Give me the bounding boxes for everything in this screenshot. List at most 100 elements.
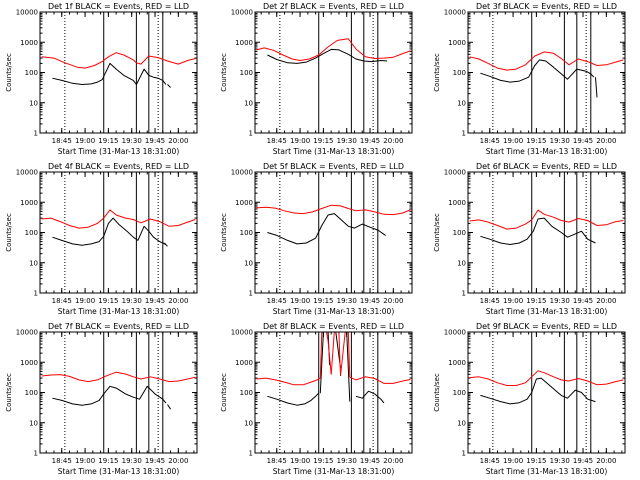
x-tick-label: 18:45 (52, 297, 72, 305)
panel-4: Det 4f BLACK = Events, RED = LLD Counts/s… (5, 162, 198, 316)
series-lld (41, 52, 196, 69)
y-tick-label: 100 (240, 69, 253, 77)
x-tick-label: 19:15 (98, 457, 118, 465)
x-tick-label: 19:45 (145, 137, 165, 145)
series-events (267, 331, 385, 406)
series-line-events (52, 62, 167, 85)
y-tick-label: 10 (29, 259, 38, 267)
x-axis-ticks: 18:45 19:00 19:15 19:30 19:45 20:00 (45, 172, 195, 305)
y-tick-label: 10 (457, 419, 466, 427)
x-axis-label: Start Time (31-Mar-13 18:31:00) (58, 467, 180, 476)
x-axis-ticks: 18:45 19:00 19:15 19:30 19:45 20:00 (260, 332, 410, 465)
y-axis-ticks: 1 10 100 1000 10000 (16, 329, 197, 458)
x-tick-label: 18:45 (267, 297, 287, 305)
series-lld (256, 331, 411, 386)
y-tick-label: 10 (244, 99, 253, 107)
y-tick-label: 10000 (444, 329, 466, 337)
y-tick-label: 100 (453, 69, 466, 77)
series-line-events (267, 213, 386, 245)
x-axis-label: Start Time (31-Mar-13 18:31:00) (273, 467, 395, 476)
x-tick-label: 19:15 (313, 457, 333, 465)
y-tick-label: 1 (249, 450, 253, 458)
x-tick-label: 18:45 (480, 457, 500, 465)
series-line-lld (256, 204, 411, 216)
plot-frame (467, 331, 626, 454)
x-tick-label: 20:00 (596, 457, 616, 465)
x-tick-label: 20:00 (383, 297, 403, 305)
y-tick-label: 10000 (231, 169, 253, 177)
y-tick-label: 1 (249, 130, 253, 138)
x-tick-label: 18:45 (267, 137, 287, 145)
x-axis-ticks: 18:45 19:00 19:15 19:30 19:45 20:00 (473, 172, 623, 305)
panel-title: Det 3f BLACK = Events, RED = LLD (476, 2, 617, 11)
y-tick-label: 100 (240, 389, 253, 397)
series-line-lld (256, 377, 321, 386)
y-tick-label: 10000 (16, 329, 38, 337)
y-tick-label: 100 (240, 229, 253, 237)
series-events (267, 213, 386, 245)
x-tick-label: 19:00 (503, 137, 523, 145)
plot-frame (39, 331, 198, 454)
x-axis-ticks: 18:45 19:00 19:15 19:30 19:45 20:00 (260, 12, 410, 145)
x-tick-label: 19:15 (526, 457, 546, 465)
panel-title: Det 9f BLACK = Events, RED = LLD (476, 322, 617, 331)
x-tick-label: 19:00 (290, 457, 310, 465)
y-axis-label: Counts/sec (5, 53, 13, 92)
x-tick-label: 19:00 (503, 297, 523, 305)
y-tick-label: 10 (29, 99, 38, 107)
x-tick-label: 19:15 (313, 137, 333, 145)
y-tick-label: 10000 (231, 9, 253, 17)
x-tick-label: 19:30 (122, 137, 142, 145)
x-tick-label: 18:45 (480, 137, 500, 145)
y-tick-label: 10 (244, 419, 253, 427)
series-events (52, 62, 171, 88)
plot-frame (39, 171, 198, 294)
x-tick-label: 19:30 (550, 137, 570, 145)
x-tick-label: 19:00 (75, 137, 95, 145)
series-line-events (319, 331, 324, 394)
panel-6: Det 6f BLACK = Events, RED = LLD Counts/s… (433, 162, 626, 316)
y-axis-label: Counts/sec (5, 213, 13, 252)
series-line-lld (349, 376, 411, 384)
y-tick-label: 1000 (20, 199, 38, 207)
y-axis-label: Counts/sec (220, 53, 228, 92)
x-tick-label: 19:00 (503, 457, 523, 465)
y-tick-label: 100 (453, 389, 466, 397)
series-line-events (52, 385, 167, 406)
series-line-events (355, 390, 385, 404)
panel-title: Det 2f BLACK = Events, RED = LLD (263, 2, 404, 11)
y-axis-ticks: 1 10 100 1000 10000 (231, 9, 412, 138)
panel-2: Det 2f BLACK = Events, RED = LLD Counts/s… (220, 2, 413, 156)
y-tick-label: 10000 (444, 9, 466, 17)
x-tick-label: 19:15 (98, 297, 118, 305)
y-axis-label: Counts/sec (220, 373, 228, 412)
x-tick-label: 19:45 (360, 297, 380, 305)
plot-frame (254, 11, 413, 134)
series-line-lld (41, 52, 196, 69)
y-tick-label: 1000 (448, 359, 466, 367)
y-tick-label: 10000 (16, 9, 38, 17)
series-line-lld (469, 209, 624, 230)
x-tick-label: 20:00 (383, 457, 403, 465)
x-tick-label: 19:15 (526, 297, 546, 305)
series-events (480, 59, 598, 98)
series-line-lld (41, 371, 196, 383)
x-tick-label: 19:45 (145, 297, 165, 305)
x-tick-label: 18:45 (52, 137, 72, 145)
y-tick-label: 100 (25, 229, 38, 237)
x-tick-label: 19:45 (360, 137, 380, 145)
x-tick-label: 19:00 (290, 297, 310, 305)
x-tick-label: 19:00 (290, 137, 310, 145)
x-tick-label: 20:00 (596, 137, 616, 145)
plot-frame (467, 11, 626, 134)
series-line-events (52, 217, 167, 246)
x-tick-label: 20:00 (168, 457, 188, 465)
series-events (480, 377, 596, 405)
series-line-events (267, 48, 388, 64)
x-tick-label: 19:45 (573, 137, 593, 145)
x-axis-label: Start Time (31-Mar-13 18:31:00) (486, 307, 608, 316)
panel-title: Det 4f BLACK = Events, RED = LLD (48, 162, 189, 171)
panel-8: Det 8f BLACK = Events, RED = LLD Counts/s… (220, 322, 413, 476)
y-tick-label: 10 (29, 419, 38, 427)
